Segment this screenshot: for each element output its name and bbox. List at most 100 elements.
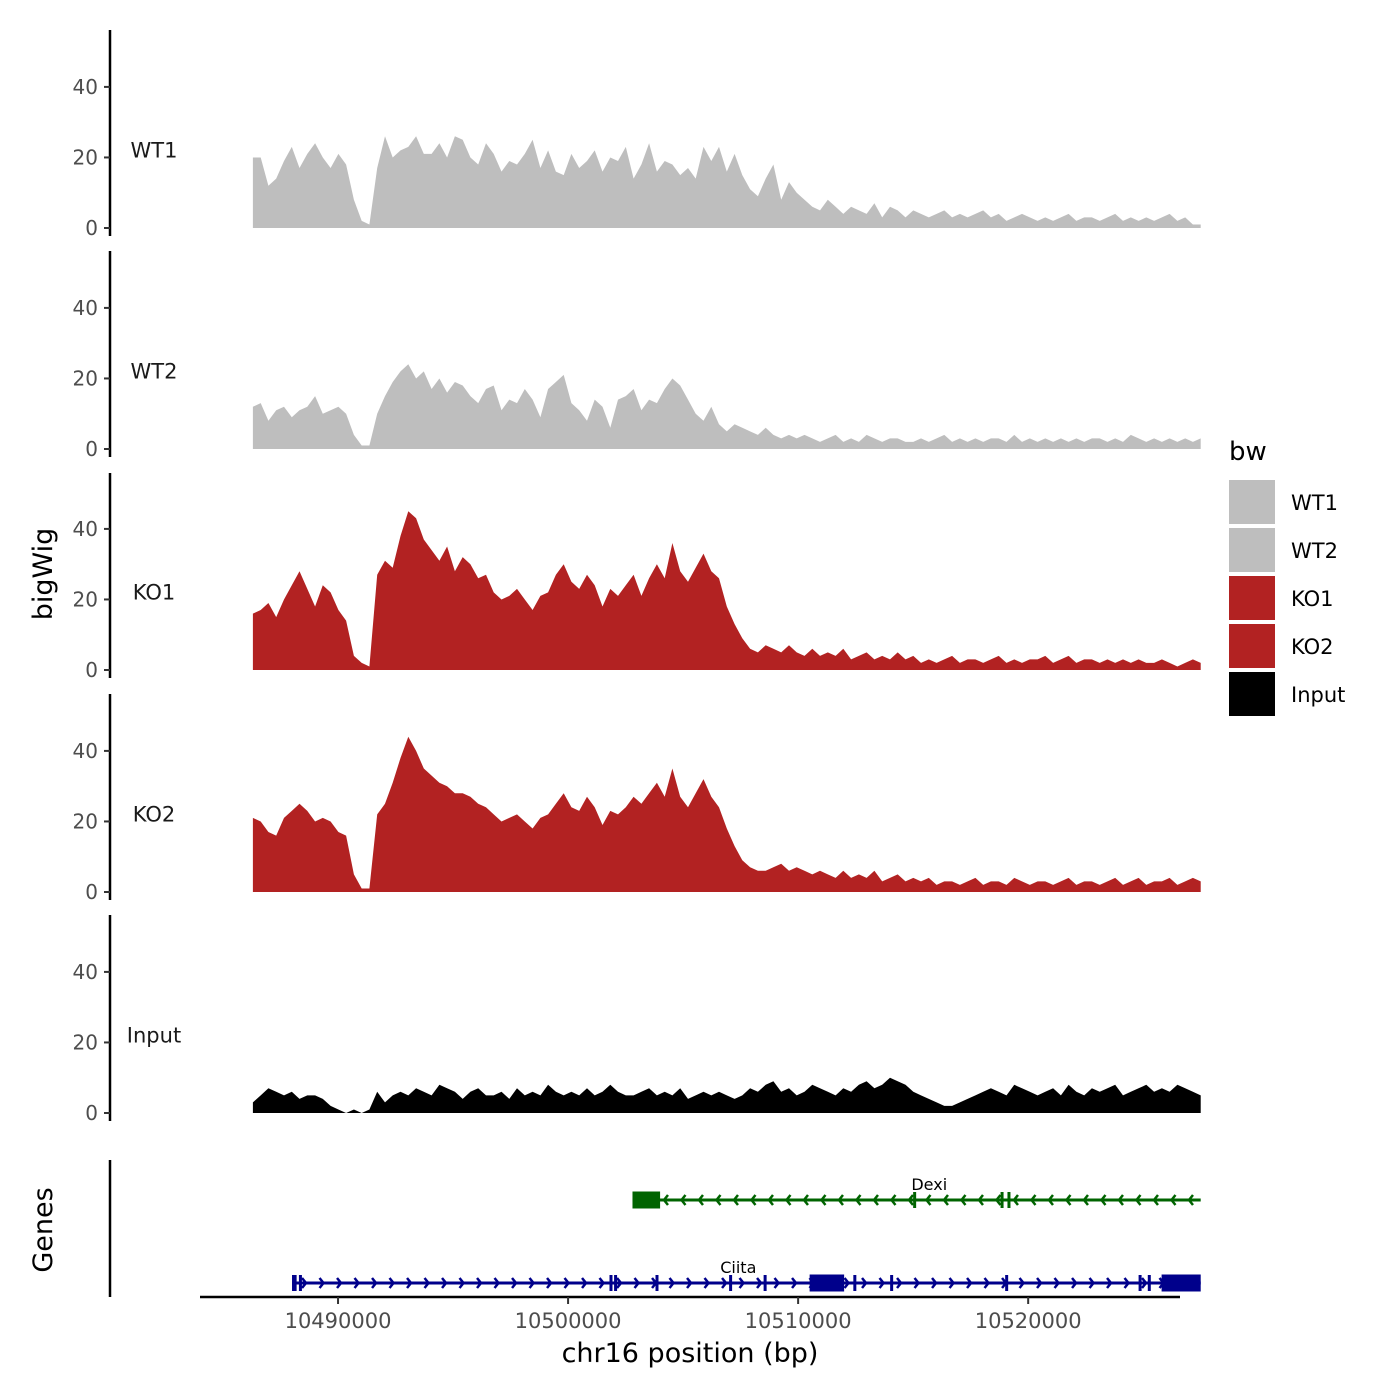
y-tick-label: 20: [73, 145, 98, 169]
strand-arrow: [528, 1277, 536, 1289]
strand-arrow: [441, 1277, 448, 1289]
track-input: 0 20 40 Input: [73, 915, 1201, 1125]
coverage-area-input: [252, 1077, 1201, 1113]
strand-arrow: [878, 1277, 886, 1289]
strand-arrow: [714, 1194, 722, 1206]
coverage-area-ko2: [252, 736, 1201, 892]
strand-arrow: [1053, 1277, 1061, 1289]
strand-arrow: [931, 1277, 938, 1289]
legend-swatch: [1229, 576, 1275, 620]
exon: [1005, 1275, 1009, 1291]
strand-arrow: [732, 1194, 739, 1206]
strand-arrow: [784, 1194, 792, 1206]
exon: [298, 1275, 302, 1291]
strand-arrow: [1099, 1194, 1107, 1206]
strand-arrow: [1029, 1194, 1037, 1206]
exon: [729, 1275, 733, 1291]
y-tick-label: 20: [73, 809, 98, 833]
y-tick-label: 20: [73, 587, 98, 611]
strand-arrow: [633, 1277, 641, 1289]
strand-arrow: [423, 1277, 431, 1289]
exon: [809, 1274, 845, 1292]
x-tick-label: 10500000: [515, 1309, 622, 1333]
strand-arrow: [301, 1277, 308, 1289]
legend-label: KO1: [1291, 587, 1334, 611]
coverage-panels: 0 20 40 WT1 0 20 40 WT2 0 20 40 KO1 0 20 40 KO2 0 20 40 Inp…: [73, 30, 1201, 1125]
strand-arrow: [697, 1194, 704, 1206]
legend-label: KO2: [1291, 635, 1334, 659]
track-label: WT2: [131, 359, 178, 383]
strand-arrow: [1082, 1194, 1089, 1206]
exon: [853, 1275, 857, 1291]
coverage-area-wt1: [252, 136, 1201, 228]
y-tick-label: 40: [73, 960, 98, 984]
legend-swatch: [1229, 624, 1275, 668]
strand-arrow: [913, 1277, 921, 1289]
strand-arrow: [942, 1194, 949, 1206]
legend-swatch: [1229, 528, 1275, 572]
track-label: KO2: [133, 802, 176, 826]
strand-arrow: [476, 1277, 483, 1289]
strand-arrow: [721, 1277, 728, 1289]
strand-arrow: [1012, 1194, 1019, 1206]
strand-arrow: [581, 1277, 588, 1289]
legend: bw WT1 WT2 KO1 KO2 Input: [1229, 437, 1345, 716]
y-tick-label: 40: [73, 296, 98, 320]
strand-arrow: [791, 1277, 798, 1289]
strand-arrow: [616, 1277, 623, 1289]
strand-arrow: [388, 1277, 396, 1289]
strand-arrow: [773, 1277, 781, 1289]
exon: [913, 1192, 917, 1208]
legend-swatch: [1229, 480, 1275, 524]
genes-axis-title: Genes: [28, 1187, 59, 1272]
y-tick-label: 40: [73, 75, 98, 99]
legend-entry-ko1: KO1: [1229, 576, 1334, 620]
track-label: WT1: [131, 138, 178, 162]
strand-arrow: [756, 1277, 763, 1289]
track-wt1: 0 20 40 WT1: [73, 30, 1201, 240]
y-tick-label: 20: [73, 1030, 98, 1054]
strand-arrow: [336, 1277, 343, 1289]
strand-arrow: [738, 1277, 746, 1289]
strand-arrow: [1088, 1277, 1096, 1289]
strand-arrow: [686, 1277, 693, 1289]
strand-arrow: [983, 1277, 991, 1289]
strand-arrow: [889, 1194, 897, 1206]
strand-arrow: [802, 1194, 809, 1206]
strand-arrow: [1169, 1194, 1177, 1206]
strand-arrow: [1134, 1194, 1142, 1206]
track-label: Input: [127, 1023, 181, 1047]
strand-arrow: [546, 1277, 553, 1289]
strand-arrow: [1141, 1277, 1148, 1289]
strand-arrow: [1036, 1277, 1043, 1289]
strand-arrow: [406, 1277, 413, 1289]
exon: [632, 1191, 661, 1209]
exon: [655, 1275, 659, 1291]
y-axis-title: bigWig: [28, 528, 59, 621]
exon: [609, 1275, 613, 1291]
strand-arrow: [679, 1194, 687, 1206]
gene-label: Dexi: [911, 1175, 947, 1194]
legend-entry-wt2: WT2: [1229, 528, 1338, 572]
x-tick-label: 10510000: [745, 1309, 852, 1333]
strand-arrow: [896, 1277, 903, 1289]
exon: [763, 1275, 767, 1291]
legend-entry-wt1: WT1: [1229, 480, 1338, 524]
y-tick-label: 40: [73, 517, 98, 541]
strand-arrow: [598, 1277, 606, 1289]
strand-arrow: [1123, 1277, 1131, 1289]
strand-arrow: [1152, 1194, 1159, 1206]
legend-label: Input: [1291, 683, 1345, 707]
strand-arrow: [493, 1277, 501, 1289]
strand-arrow: [749, 1194, 757, 1206]
strand-arrow: [1018, 1277, 1026, 1289]
strand-arrow: [843, 1277, 851, 1289]
strand-arrow: [662, 1194, 669, 1206]
y-tick-label: 20: [73, 366, 98, 390]
gene-track: Dexi Ciita: [108, 1160, 1201, 1297]
strand-arrow: [1064, 1194, 1072, 1206]
exon: [1007, 1192, 1011, 1208]
strand-arrow: [1117, 1194, 1124, 1206]
strand-arrow: [819, 1194, 827, 1206]
